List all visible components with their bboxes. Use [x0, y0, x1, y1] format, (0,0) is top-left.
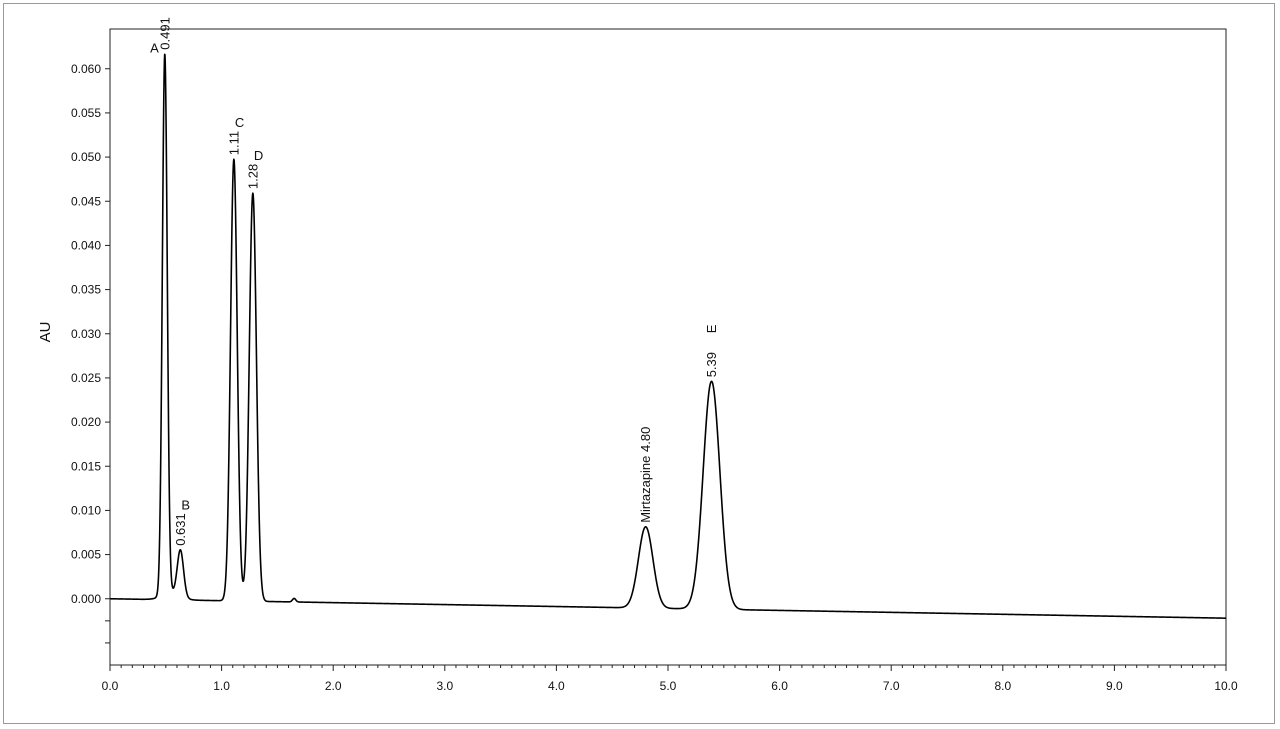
peak-name-label: A: [150, 41, 159, 56]
y-tick-label: 0.020: [71, 415, 101, 429]
peak-rt-label: 0.631: [173, 513, 188, 546]
plot-area-border: [109, 28, 1227, 666]
x-tick-label: 5.0: [660, 679, 677, 693]
y-axis: 0.000 0.005 0.010 0.015 0.020 0.025 0.030 0.035…: [71, 62, 110, 644]
y-tick-label: 0.010: [71, 503, 101, 517]
y-tick-label: 0.025: [71, 371, 101, 385]
x-tick-label: 9.0: [1106, 679, 1123, 693]
peak-name-label: D: [254, 148, 263, 163]
peak-rt-label: Mirtazapine 4.80: [638, 427, 653, 523]
x-tick-label: 4.0: [548, 679, 565, 693]
peak-rt-label: 5.39: [704, 352, 719, 377]
peak-name-label: C: [235, 115, 244, 130]
chart-frame: [3, 3, 1275, 724]
y-tick-label: 0.000: [71, 592, 101, 606]
x-tick-label: 7.0: [883, 679, 900, 693]
y-axis-title: AU: [37, 322, 54, 343]
peak-rt-label: 0.491: [157, 17, 172, 50]
y-tick-label: 0.040: [71, 238, 101, 252]
y-tick-label: 0.005: [71, 548, 101, 562]
x-tick-label: 1.0: [213, 679, 230, 693]
y-tick-label: 0.060: [71, 62, 101, 76]
y-tick-label: 0.015: [71, 459, 101, 473]
x-tick-label: 2.0: [325, 679, 342, 693]
peak-name-label: B: [181, 497, 190, 512]
y-tick-label: 0.045: [71, 194, 101, 208]
x-tick-label: 0.0: [102, 679, 119, 693]
y-tick-label: 0.035: [71, 283, 101, 297]
y-tick-label: 0.050: [71, 150, 101, 164]
x-tick-label: 8.0: [994, 679, 1011, 693]
x-tick-label: 10.0: [1214, 679, 1238, 693]
peak-rt-label: 1.28: [245, 164, 260, 189]
x-tick-label: 3.0: [436, 679, 453, 693]
peak-rt-label: 1.11: [226, 131, 241, 155]
x-axis: 0.0 1.0 2.0 3.0 4.0 5.0 6.0 7.0 8.0 9.0 10.0: [102, 665, 1238, 693]
y-tick-label: 0.055: [71, 106, 101, 120]
x-tick-label: 6.0: [771, 679, 788, 693]
y-tick-label: 0.030: [71, 327, 101, 341]
chromatogram-trace: [109, 53, 1227, 619]
peak-name-label: E: [704, 324, 719, 333]
